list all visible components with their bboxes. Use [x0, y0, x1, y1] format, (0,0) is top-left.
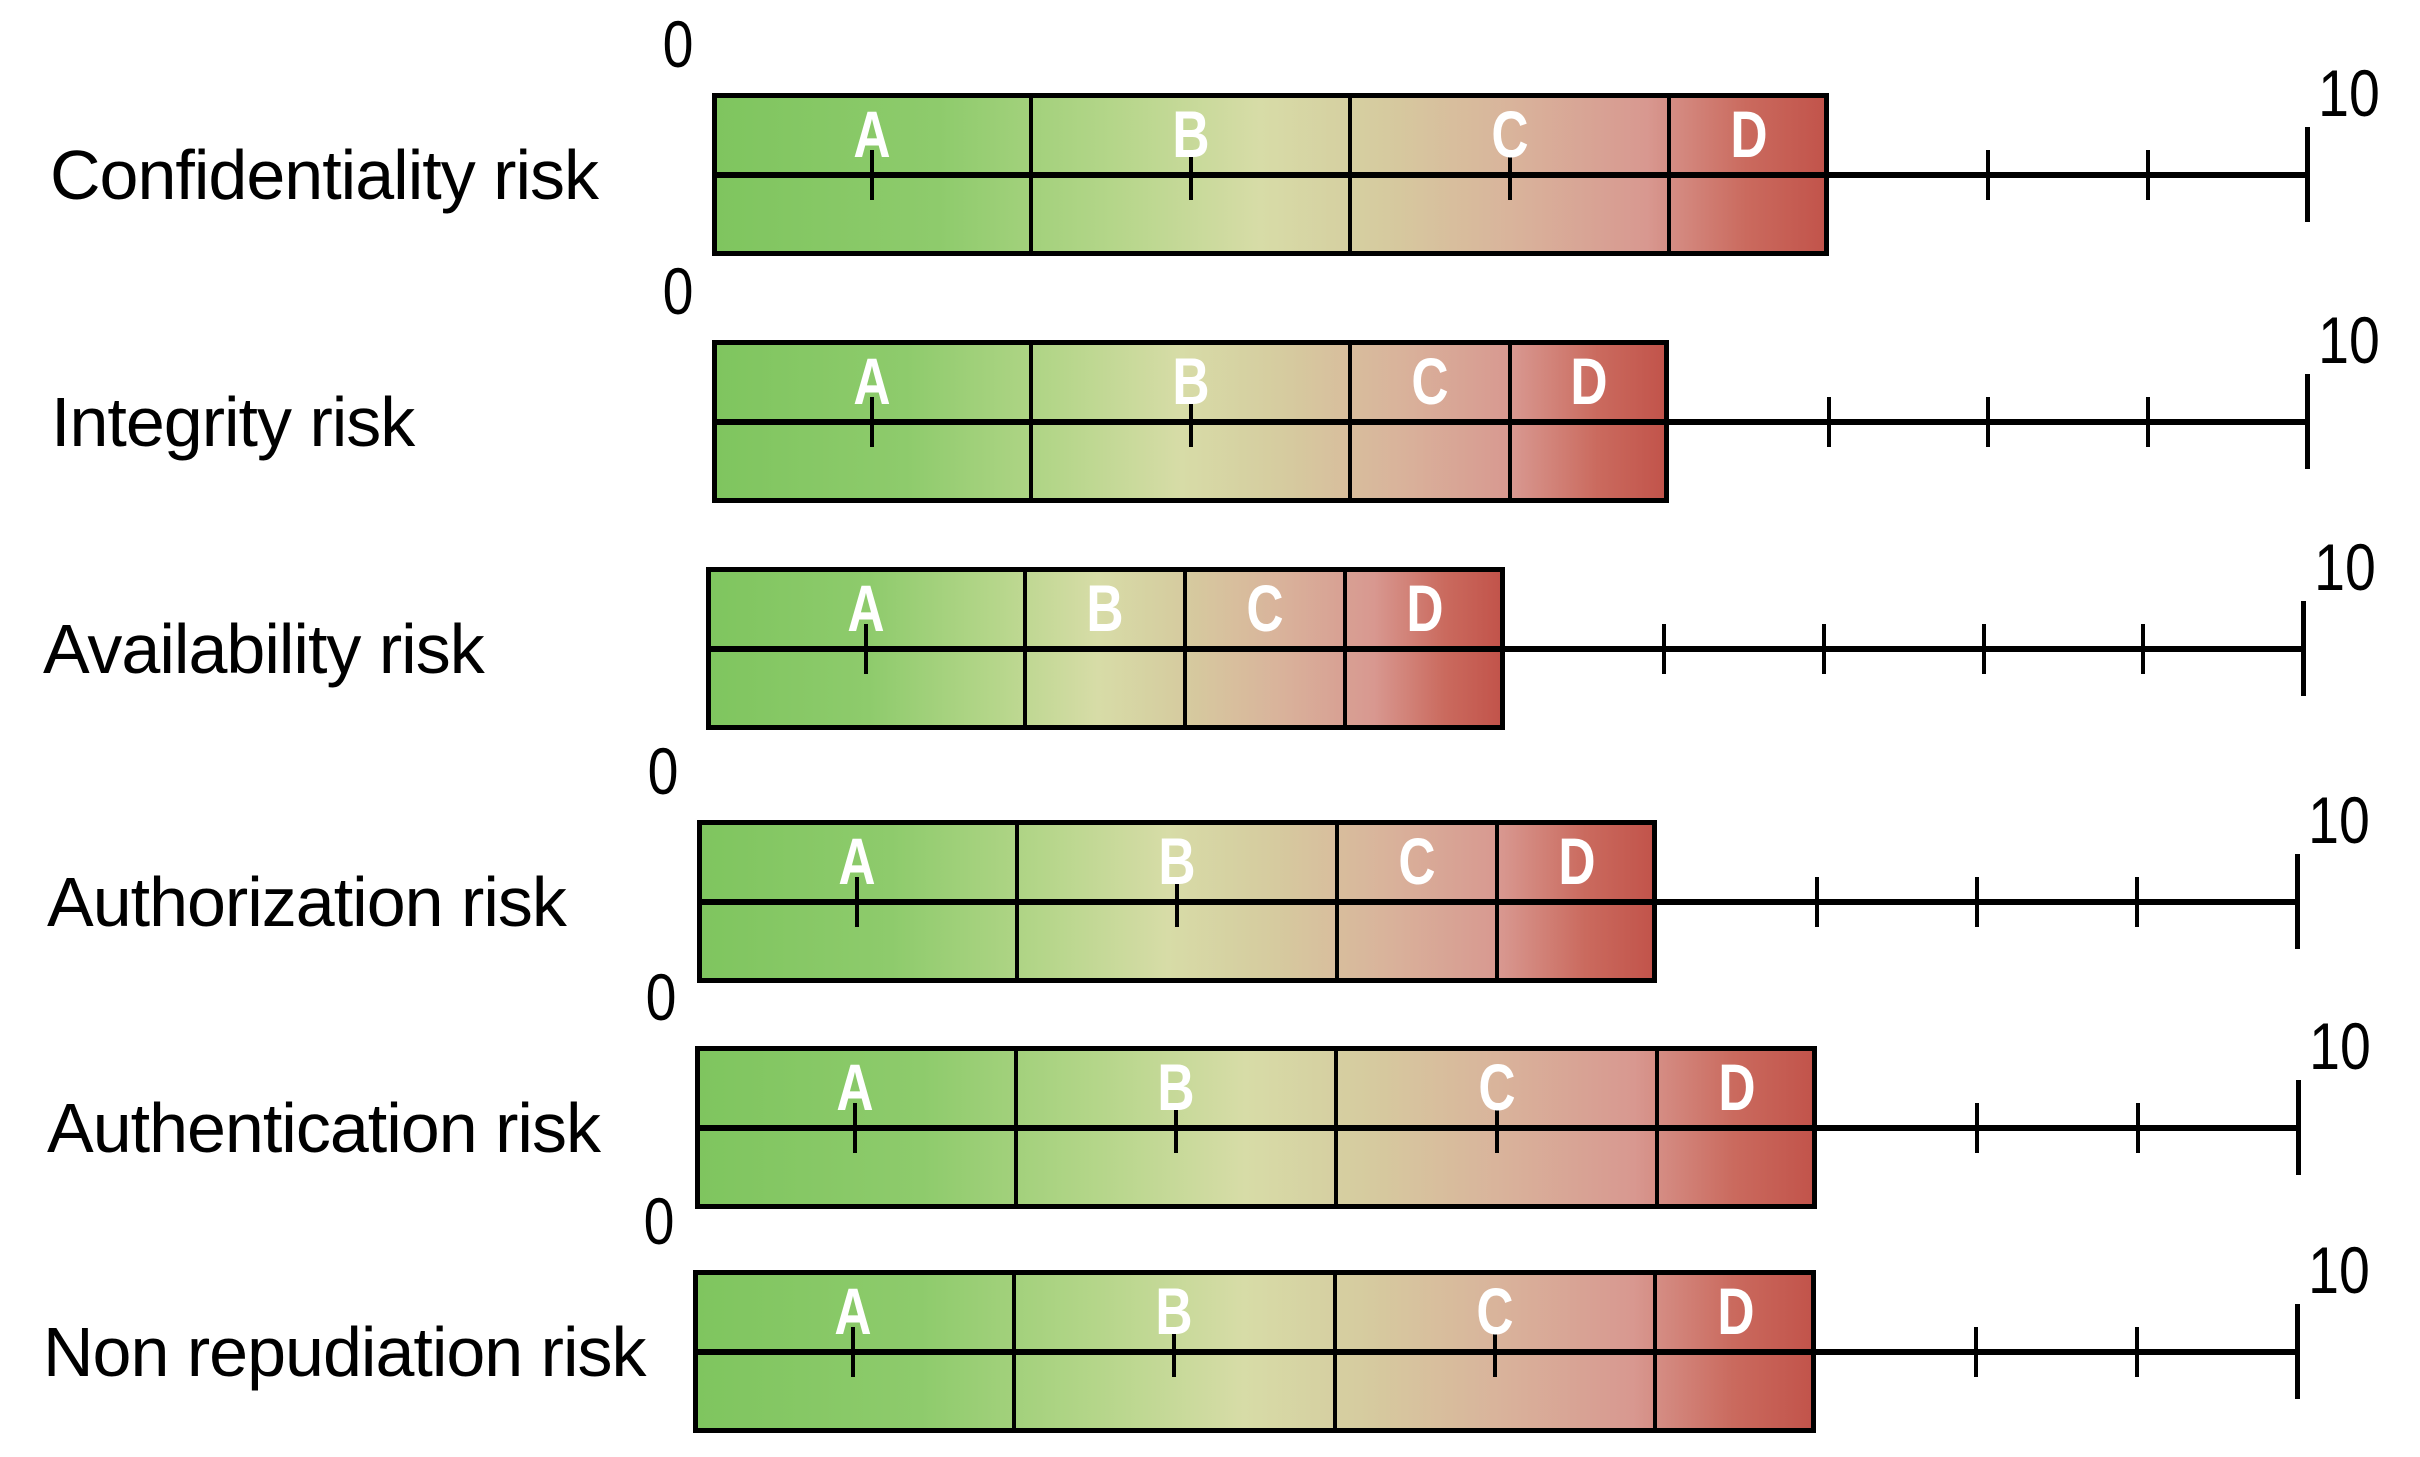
axis-max-label: 10 — [2309, 1009, 2371, 1083]
segment-letter: D — [1558, 824, 1596, 898]
segment-letter: D — [1730, 97, 1768, 171]
axis-tick — [2146, 150, 2150, 200]
axis-tick — [1348, 397, 1352, 447]
axis-tick — [1495, 877, 1499, 927]
axis-tick — [2141, 624, 2145, 674]
segment-letter: A — [853, 344, 891, 418]
axis-tick — [1333, 1327, 1337, 1377]
axis-max-tick — [2305, 127, 2310, 222]
axis-tick — [1653, 1327, 1657, 1377]
axis-tick — [1183, 624, 1187, 674]
row-label: Availability risk — [43, 610, 485, 688]
axis-tick — [1172, 1327, 1176, 1377]
segment-letter: D — [1406, 571, 1444, 645]
axis-tick — [1189, 397, 1193, 447]
axis-tick — [1986, 397, 1990, 447]
axis-tick — [1975, 1103, 1979, 1153]
axis-min-label: 0 — [662, 7, 694, 81]
axis-tick — [2135, 1327, 2139, 1377]
segment-letter: D — [1570, 344, 1608, 418]
axis-tick — [870, 150, 874, 200]
axis-tick — [864, 624, 868, 674]
segment-letter: C — [1398, 824, 1436, 898]
row-label: Authentication risk — [47, 1089, 601, 1167]
axis-tick — [1335, 877, 1339, 927]
axis-tick — [1029, 397, 1033, 447]
axis-min-label: 0 — [645, 960, 677, 1034]
axis-max-tick — [2301, 601, 2306, 696]
axis-tick — [1174, 1103, 1178, 1153]
axis-tick — [2146, 397, 2150, 447]
axis-tick — [2136, 1103, 2140, 1153]
segment-letter: A — [836, 1050, 874, 1124]
axis-tick — [1015, 877, 1019, 927]
axis-min-label: 0 — [662, 254, 694, 328]
axis-max-tick — [2295, 1304, 2300, 1399]
axis-tick — [851, 1327, 855, 1377]
axis-max-tick — [2295, 854, 2300, 949]
axis-tick — [1495, 1103, 1499, 1153]
axis-tick — [1982, 624, 1986, 674]
axis-tick — [1334, 1103, 1338, 1153]
row-label: Integrity risk — [51, 383, 415, 461]
axis-tick — [1974, 1327, 1978, 1377]
axis-tick — [1014, 1103, 1018, 1153]
axis-max-label: 10 — [2318, 56, 2380, 130]
axis-tick — [1655, 1103, 1659, 1153]
axis-tick — [1662, 624, 1666, 674]
segment-letter: A — [834, 1274, 872, 1348]
segment-letter: B — [1086, 571, 1124, 645]
axis-max-label: 10 — [2308, 783, 2370, 857]
segment-letter: C — [1246, 571, 1284, 645]
axis-max-label: 10 — [2314, 530, 2376, 604]
segment-letter: C — [1478, 1050, 1516, 1124]
axis-tick — [1029, 150, 1033, 200]
segment-letter: A — [847, 571, 885, 645]
axis-tick — [1189, 150, 1193, 200]
axis-tick — [870, 397, 874, 447]
row-label: Confidentiality risk — [50, 136, 599, 214]
axis-min-label: 0 — [643, 1184, 675, 1258]
axis-tick — [1508, 397, 1512, 447]
axis-tick — [1827, 397, 1831, 447]
axis-max-label: 10 — [2318, 303, 2380, 377]
segment-letter: C — [1411, 344, 1449, 418]
segment-letter: C — [1476, 1274, 1514, 1348]
axis-tick — [1343, 624, 1347, 674]
row-label: Non repudiation risk — [43, 1313, 647, 1391]
axis-tick — [1822, 624, 1826, 674]
axis-tick — [855, 877, 859, 927]
segment-letter: B — [1155, 1274, 1193, 1348]
axis-tick — [1508, 150, 1512, 200]
segment-letter: B — [1172, 344, 1210, 418]
segment-letter: C — [1491, 97, 1529, 171]
segment-letter: A — [838, 824, 876, 898]
axis-tick — [1348, 150, 1352, 200]
axis-tick — [1815, 877, 1819, 927]
axis-max-label: 10 — [2308, 1233, 2370, 1307]
axis-tick — [1986, 150, 1990, 200]
axis-tick — [1012, 1327, 1016, 1377]
segment-letter: A — [853, 97, 891, 171]
axis-tick — [1667, 150, 1671, 200]
axis-line — [706, 646, 2303, 652]
axis-tick — [2135, 877, 2139, 927]
axis-tick — [853, 1103, 857, 1153]
axis-tick — [1175, 877, 1179, 927]
segment-letter: B — [1158, 824, 1196, 898]
axis-tick — [1975, 877, 1979, 927]
segment-letter: D — [1717, 1274, 1755, 1348]
axis-min-label: 0 — [647, 734, 679, 808]
segment-letter: D — [1718, 1050, 1756, 1124]
axis-tick — [1493, 1327, 1497, 1377]
row-label: Authorization risk — [47, 863, 567, 941]
segment-letter: B — [1172, 97, 1210, 171]
segment-letter: B — [1157, 1050, 1195, 1124]
axis-max-tick — [2305, 374, 2310, 469]
axis-max-tick — [2296, 1080, 2301, 1175]
axis-tick — [1023, 624, 1027, 674]
